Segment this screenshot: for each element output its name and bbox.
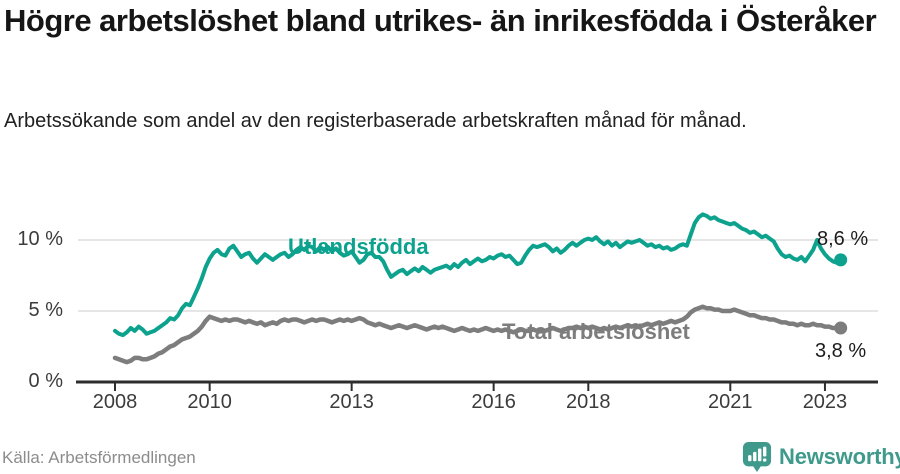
end-value-label-utlandsfodda: 8,6 %	[817, 228, 869, 250]
end-value-label-total: 3,8 %	[815, 340, 867, 362]
chart-title: Högre arbetslöshet bland utrikes- än inr…	[4, 3, 877, 38]
y-tick-label: 5 %	[28, 299, 63, 321]
chart-subtitle: Arbetssökande som andel av den registerb…	[4, 110, 747, 132]
line-series-1	[112, 304, 843, 365]
source-attribution: Källa: Arbetsförmedlingen	[2, 448, 196, 467]
x-tick-label: 2010	[187, 391, 232, 413]
x-tick-label: 2018	[566, 391, 611, 413]
line-series-0	[113, 212, 843, 338]
end-dot-series-1	[834, 321, 848, 335]
newsworthy-logo[interactable]: Newsworthy	[742, 441, 900, 472]
y-tick-label: 0 %	[28, 370, 63, 392]
series-label-total-arbetsloshet: Total arbetslöshet	[502, 319, 690, 344]
x-tick-label: 2016	[471, 391, 516, 413]
newsworthy-logo-text: Newsworthy	[779, 443, 900, 469]
x-tick-label: 2013	[329, 391, 374, 413]
newsworthy-bubble-chart-icon	[742, 441, 772, 472]
x-tick-label: 2021	[708, 391, 753, 413]
series-label-utlandsfodda: Utlandsfödda	[288, 234, 429, 259]
y-tick-label: 10 %	[17, 228, 63, 250]
end-dot-series-0	[834, 253, 848, 267]
x-tick-label: 2008	[92, 391, 138, 413]
x-tick-label: 2023	[802, 391, 848, 413]
